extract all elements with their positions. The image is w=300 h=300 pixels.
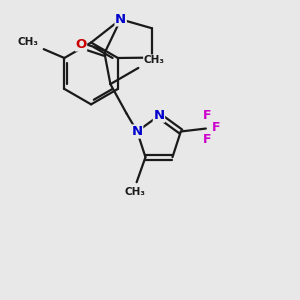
Text: CH₃: CH₃ (125, 187, 146, 196)
Text: O: O (75, 38, 87, 51)
Text: N: N (115, 13, 126, 26)
Text: N: N (132, 125, 143, 138)
Text: CH₃: CH₃ (144, 55, 165, 65)
Text: N: N (153, 109, 164, 122)
Text: F: F (212, 121, 220, 134)
Text: F: F (203, 133, 212, 146)
Text: F: F (203, 109, 212, 122)
Text: CH₃: CH₃ (17, 37, 38, 47)
